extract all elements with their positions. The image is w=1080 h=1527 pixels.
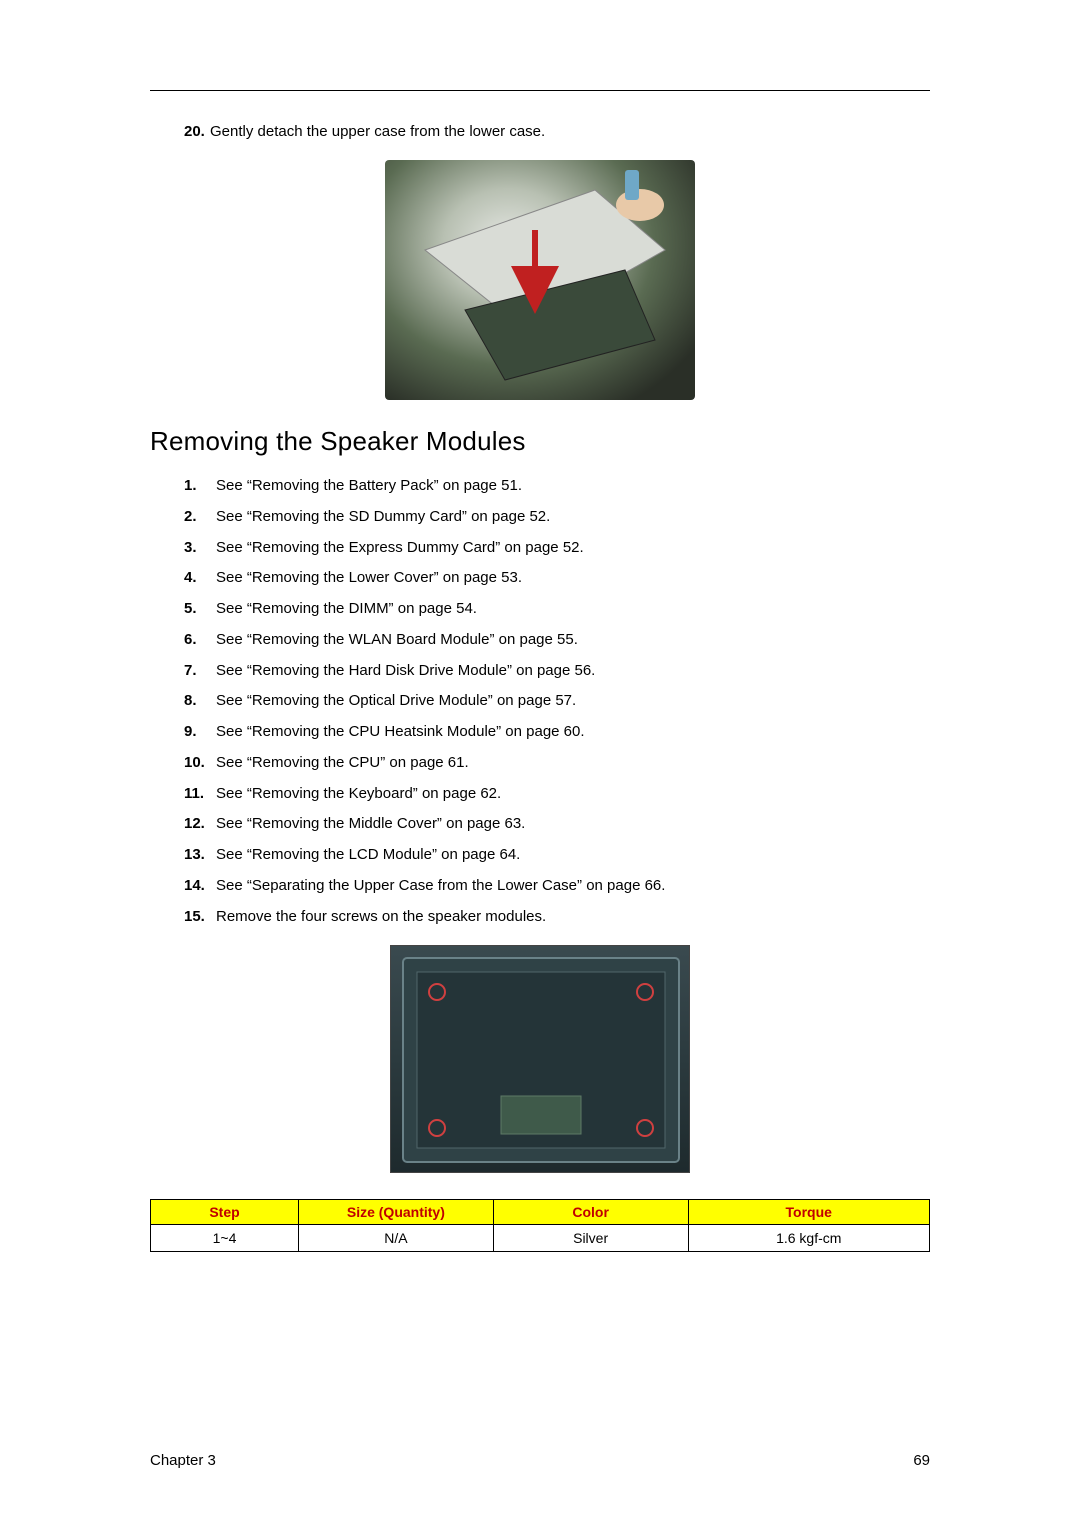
- step-text: See “Removing the DIMM” on page 54.: [216, 598, 477, 620]
- step-number: 4.: [184, 567, 216, 589]
- step-text: See “Removing the CPU Heatsink Module” o…: [216, 721, 585, 743]
- step-text: See “Removing the Lower Cover” on page 5…: [216, 567, 522, 589]
- list-item: 11.See “Removing the Keyboard” on page 6…: [184, 783, 930, 805]
- illustration-icon: [385, 160, 695, 400]
- step-number: 6.: [184, 629, 216, 651]
- step-number: 9.: [184, 721, 216, 743]
- step-number: 3.: [184, 537, 216, 559]
- list-item: 6.See “Removing the WLAN Board Module” o…: [184, 629, 930, 651]
- top-rule: [150, 90, 930, 91]
- step-number: 10.: [184, 752, 216, 774]
- list-item: 2.See “Removing the SD Dummy Card” on pa…: [184, 506, 930, 528]
- list-item: 13.See “Removing the LCD Module” on page…: [184, 844, 930, 866]
- td-step: 1~4: [151, 1225, 299, 1252]
- list-item: 3.See “Removing the Express Dummy Card” …: [184, 537, 930, 559]
- step-text: Remove the four screws on the speaker mo…: [216, 906, 546, 928]
- illustration-icon: [391, 946, 691, 1174]
- page-footer: Chapter 3 69: [150, 1452, 930, 1469]
- step-text: See “Removing the Hard Disk Drive Module…: [216, 660, 595, 682]
- th-torque: Torque: [688, 1200, 930, 1225]
- step-number: 11.: [184, 783, 216, 805]
- list-item: 14.See “Separating the Upper Case from t…: [184, 875, 930, 897]
- step-text: Gently detach the upper case from the lo…: [210, 121, 545, 142]
- step-number: 8.: [184, 690, 216, 712]
- list-item: 7.See “Removing the Hard Disk Drive Modu…: [184, 660, 930, 682]
- figure-speaker-modules-image: [390, 945, 690, 1173]
- list-item: 15.Remove the four screws on the speaker…: [184, 906, 930, 928]
- td-torque: 1.6 kgf-cm: [688, 1225, 930, 1252]
- step-number: 1.: [184, 475, 216, 497]
- step-text: See “Removing the Keyboard” on page 62.: [216, 783, 501, 805]
- page: 20. Gently detach the upper case from th…: [0, 0, 1080, 1527]
- step-text: See “Separating the Upper Case from the …: [216, 875, 665, 897]
- step-text: See “Removing the LCD Module” on page 64…: [216, 844, 520, 866]
- screw-table: Step Size (Quantity) Color Torque 1~4 N/…: [150, 1199, 930, 1252]
- td-color: Silver: [493, 1225, 688, 1252]
- list-item: 8.See “Removing the Optical Drive Module…: [184, 690, 930, 712]
- step-text: See “Removing the SD Dummy Card” on page…: [216, 506, 550, 528]
- td-size: N/A: [299, 1225, 494, 1252]
- table-header-row: Step Size (Quantity) Color Torque: [151, 1200, 930, 1225]
- step-number: 15.: [184, 906, 216, 928]
- step-text: See “Removing the WLAN Board Module” on …: [216, 629, 578, 651]
- step-number: 14.: [184, 875, 216, 897]
- step-text: See “Removing the CPU” on page 61.: [216, 752, 469, 774]
- section-title: Removing the Speaker Modules: [150, 426, 930, 457]
- th-color: Color: [493, 1200, 688, 1225]
- step-number: 7.: [184, 660, 216, 682]
- step-number: 20.: [184, 121, 210, 142]
- list-item: 4.See “Removing the Lower Cover” on page…: [184, 567, 930, 589]
- figure-speaker-modules: [150, 945, 930, 1173]
- footer-chapter: Chapter 3: [150, 1452, 216, 1469]
- step-text: See “Removing the Optical Drive Module” …: [216, 690, 576, 712]
- list-item: 10.See “Removing the CPU” on page 61.: [184, 752, 930, 774]
- th-size: Size (Quantity): [299, 1200, 494, 1225]
- list-item: 5.See “Removing the DIMM” on page 54.: [184, 598, 930, 620]
- steps-list: 1.See “Removing the Battery Pack” on pag…: [184, 475, 930, 927]
- list-item: 12.See “Removing the Middle Cover” on pa…: [184, 813, 930, 835]
- step-text: See “Removing the Middle Cover” on page …: [216, 813, 525, 835]
- step-number: 2.: [184, 506, 216, 528]
- step-number: 13.: [184, 844, 216, 866]
- th-step: Step: [151, 1200, 299, 1225]
- step-number: 12.: [184, 813, 216, 835]
- step-number: 5.: [184, 598, 216, 620]
- footer-page-number: 69: [913, 1452, 930, 1469]
- list-item: 1.See “Removing the Battery Pack” on pag…: [184, 475, 930, 497]
- figure-upper-case-image: [385, 160, 695, 400]
- table-row: 1~4 N/A Silver 1.6 kgf-cm: [151, 1225, 930, 1252]
- step-text: See “Removing the Express Dummy Card” on…: [216, 537, 584, 559]
- step-text: See “Removing the Battery Pack” on page …: [216, 475, 522, 497]
- step-20: 20. Gently detach the upper case from th…: [184, 121, 930, 142]
- figure-upper-case: [150, 160, 930, 400]
- list-item: 9.See “Removing the CPU Heatsink Module”…: [184, 721, 930, 743]
